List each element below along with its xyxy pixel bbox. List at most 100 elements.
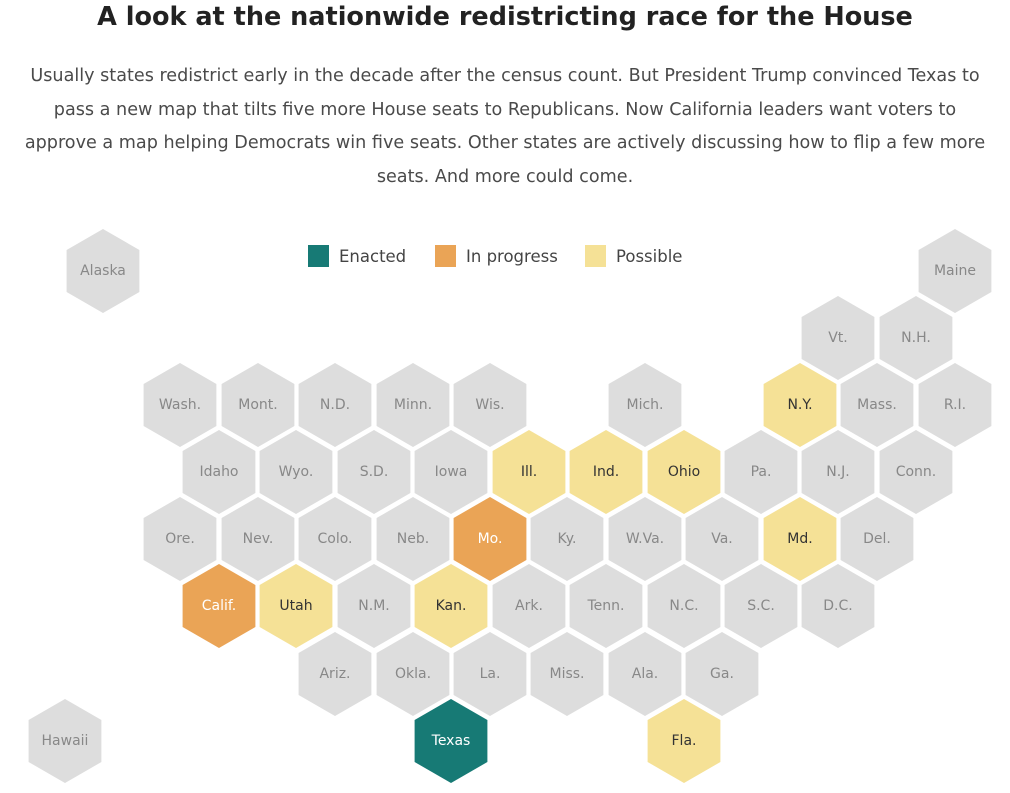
state-tile-del: Del. [840,497,914,581]
state-tile-md: Md. [763,497,837,581]
state-label-ga: Ga. [710,666,734,682]
state-label-del: Del. [863,531,891,547]
state-hex-la [453,632,527,716]
state-label-hawaii: Hawaii [42,733,89,749]
state-label-n-y: N.Y. [787,397,812,413]
state-label-mo: Mo. [478,531,503,547]
state-hex-utah [259,564,333,648]
state-label-ark: Ark. [515,598,543,614]
state-tile-calif: Calif. [182,564,256,648]
state-hex-neb [376,497,450,581]
state-label-n-m: N.M. [358,598,389,614]
state-hex-kan [414,564,488,648]
state-hex-miss [530,632,604,716]
state-tile-miss: Miss. [530,632,604,716]
state-hex-w-va [608,497,682,581]
state-label-s-c: S.C. [747,598,775,614]
state-hex-iowa [414,430,488,514]
state-tile-idaho: Idaho [182,430,256,514]
state-tile-w-va: W.Va. [608,497,682,581]
state-tile-ind: Ind. [569,430,643,514]
state-label-ala: Ala. [632,666,659,682]
state-label-va: Va. [711,531,733,547]
state-tile-maine: Maine [918,229,992,313]
state-tile-wyo: Wyo. [259,430,333,514]
state-tile-va: Va. [685,497,759,581]
state-hex-ga [685,632,759,716]
state-hex-ind [569,430,643,514]
state-tile-nev: Nev. [221,497,295,581]
state-hex-okla [376,632,450,716]
state-label-pa: Pa. [751,464,772,480]
state-label-texas: Texas [431,733,471,749]
state-label-ky: Ky. [558,531,577,547]
state-tile-mo: Mo. [453,497,527,581]
state-tile-utah: Utah [259,564,333,648]
state-tile-n-j: N.J. [801,430,875,514]
state-hex-ark [492,564,566,648]
state-label-ill: Ill. [521,464,537,480]
state-label-mich: Mich. [627,397,664,413]
state-label-d-c: D.C. [823,598,852,614]
state-label-wash: Wash. [159,397,201,413]
state-tile-vt: Vt. [801,296,875,380]
state-hex-r-i [918,363,992,447]
state-hex-maine [918,229,992,313]
state-label-ore: Ore. [165,531,195,547]
state-label-s-d: S.D. [360,464,389,480]
state-hex-mont [221,363,295,447]
state-hex-ky [530,497,604,581]
state-label-utah: Utah [279,598,312,614]
state-tile-conn: Conn. [879,430,953,514]
state-hex-d-c [801,564,875,648]
state-label-alaska: Alaska [80,263,126,279]
legend-swatch-enacted [308,245,329,267]
state-label-ohio: Ohio [668,464,700,480]
state-label-r-i: R.I. [944,397,966,413]
state-tile-minn: Minn. [376,363,450,447]
legend-label-enacted: Enacted [339,246,407,266]
state-hex-ore [143,497,217,581]
state-label-maine: Maine [934,263,976,279]
state-tile-fla: Fla. [647,699,721,783]
state-tile-colo: Colo. [298,497,372,581]
state-label-wis: Wis. [475,397,504,413]
state-label-colo: Colo. [318,531,353,547]
state-label-la: La. [480,666,501,682]
state-tile-r-i: R.I. [918,363,992,447]
state-hex-s-c [724,564,798,648]
state-hex-ohio [647,430,721,514]
state-hex-texas [414,699,488,783]
state-hex-n-y [763,363,837,447]
state-label-okla: Okla. [395,666,431,682]
state-label-fla: Fla. [672,733,697,749]
state-tile-mich: Mich. [608,363,682,447]
state-label-minn: Minn. [394,397,432,413]
state-label-mass: Mass. [857,397,897,413]
state-tile-n-m: N.M. [337,564,411,648]
page-title: A look at the nationwide redistricting r… [97,2,913,32]
page-subtitle: Usually states redistrict early in the d… [24,66,986,187]
legend-swatch-possible [585,245,606,267]
state-label-iowa: Iowa [435,464,468,480]
state-tile-d-c: D.C. [801,564,875,648]
state-label-nev: Nev. [243,531,274,547]
state-label-conn: Conn. [896,464,937,480]
state-tile-mont: Mont. [221,363,295,447]
state-hex-ariz [298,632,372,716]
state-hex-wyo [259,430,333,514]
state-hex-wash [143,363,217,447]
state-tile-n-c: N.C. [647,564,721,648]
state-tile-ark: Ark. [492,564,566,648]
state-hex-tenn [569,564,643,648]
state-label-miss: Miss. [549,666,584,682]
state-label-kan: Kan. [436,598,467,614]
legend-label-possible: Possible [616,246,683,266]
state-tile-s-d: S.D. [337,430,411,514]
state-label-md: Md. [787,531,812,547]
state-hex-md [763,497,837,581]
state-hex-mass [840,363,914,447]
state-tile-n-h: N.H. [879,296,953,380]
state-label-tenn: Tenn. [587,598,625,614]
